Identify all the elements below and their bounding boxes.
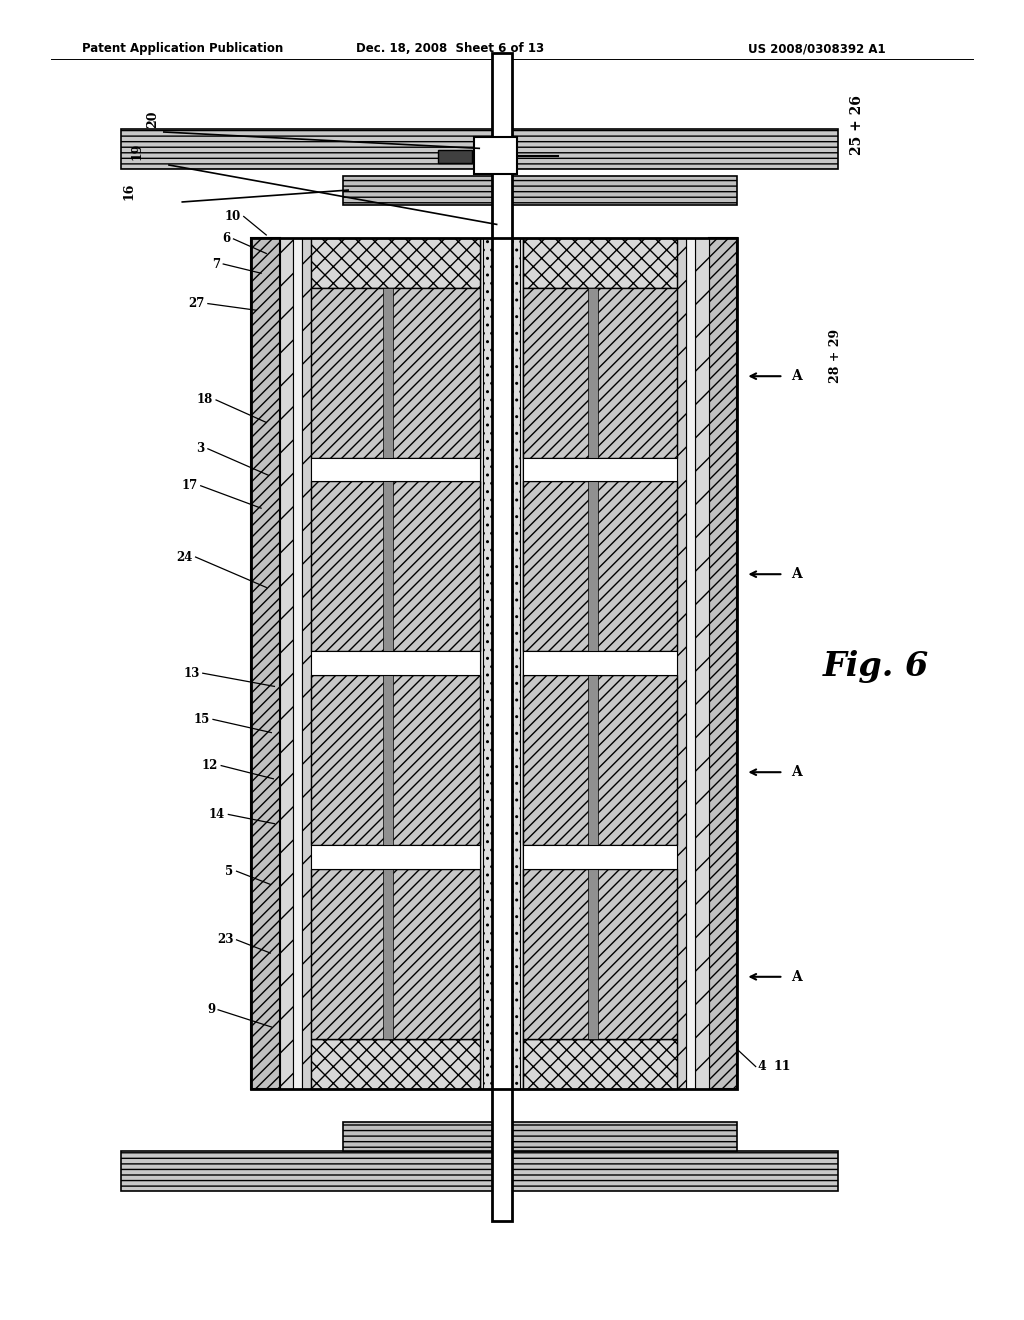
Bar bbox=[383, 869, 393, 1039]
Bar bbox=[343, 176, 737, 205]
Text: 17: 17 bbox=[181, 479, 198, 492]
Bar bbox=[311, 1039, 480, 1089]
Text: A: A bbox=[792, 766, 802, 779]
Text: 27: 27 bbox=[188, 297, 205, 310]
Bar bbox=[343, 1122, 737, 1151]
Text: 12: 12 bbox=[202, 759, 218, 772]
Bar bbox=[492, 53, 512, 1221]
Bar bbox=[480, 238, 523, 1089]
Bar bbox=[523, 458, 677, 482]
Bar bbox=[588, 676, 598, 845]
Bar bbox=[588, 869, 598, 1039]
Text: Patent Application Publication: Patent Application Publication bbox=[82, 42, 284, 55]
Bar bbox=[523, 845, 677, 869]
Bar bbox=[709, 238, 737, 1089]
Bar bbox=[311, 288, 480, 458]
Bar bbox=[474, 137, 517, 174]
Bar bbox=[311, 458, 480, 482]
Bar bbox=[523, 652, 677, 676]
Bar bbox=[121, 129, 838, 169]
Bar bbox=[311, 482, 480, 652]
Text: 6: 6 bbox=[222, 232, 230, 246]
Bar bbox=[523, 482, 677, 652]
Bar bbox=[438, 150, 472, 164]
Text: 7: 7 bbox=[212, 257, 220, 271]
Bar bbox=[311, 869, 480, 1039]
Text: US 2008/0308392 A1: US 2008/0308392 A1 bbox=[748, 42, 885, 55]
Bar bbox=[383, 288, 393, 458]
Text: A: A bbox=[792, 370, 802, 383]
Bar bbox=[251, 238, 280, 1089]
Bar bbox=[383, 676, 393, 845]
Bar bbox=[588, 482, 598, 652]
Bar bbox=[311, 676, 480, 845]
Text: 13: 13 bbox=[183, 667, 200, 680]
Text: 19: 19 bbox=[130, 143, 143, 161]
Text: 3: 3 bbox=[197, 442, 205, 455]
Text: 18: 18 bbox=[197, 393, 213, 407]
Bar bbox=[280, 238, 293, 1089]
Bar bbox=[302, 238, 311, 1089]
Bar bbox=[293, 238, 302, 1089]
Bar bbox=[383, 482, 393, 652]
Bar bbox=[311, 652, 480, 676]
Bar bbox=[251, 238, 737, 1089]
Bar bbox=[677, 238, 686, 1089]
Bar bbox=[695, 238, 709, 1089]
Bar bbox=[686, 238, 695, 1089]
Text: 4: 4 bbox=[758, 1060, 767, 1073]
Text: 5: 5 bbox=[225, 865, 233, 878]
Bar bbox=[523, 288, 677, 458]
Text: 10: 10 bbox=[224, 210, 241, 223]
Text: 11: 11 bbox=[773, 1060, 791, 1073]
Text: A: A bbox=[792, 970, 802, 983]
Text: Fig. 6: Fig. 6 bbox=[822, 651, 929, 684]
Bar bbox=[523, 869, 677, 1039]
Text: A: A bbox=[792, 568, 802, 581]
Text: 16: 16 bbox=[122, 182, 135, 201]
Bar bbox=[523, 1039, 677, 1089]
Bar bbox=[311, 845, 480, 869]
Text: 25 + 26: 25 + 26 bbox=[850, 95, 864, 156]
Text: 9: 9 bbox=[207, 1003, 215, 1016]
Bar bbox=[121, 1151, 838, 1191]
Text: Dec. 18, 2008  Sheet 6 of 13: Dec. 18, 2008 Sheet 6 of 13 bbox=[356, 42, 545, 55]
Text: 24: 24 bbox=[176, 550, 193, 564]
Text: 20: 20 bbox=[145, 110, 159, 128]
Bar bbox=[523, 238, 677, 288]
Text: 23: 23 bbox=[217, 933, 233, 946]
Text: 14: 14 bbox=[209, 808, 225, 821]
Bar bbox=[311, 238, 480, 288]
Bar bbox=[523, 676, 677, 845]
Text: 28 + 29: 28 + 29 bbox=[829, 329, 843, 384]
Bar bbox=[588, 288, 598, 458]
Text: 15: 15 bbox=[194, 713, 210, 726]
Bar bbox=[483, 238, 520, 1089]
